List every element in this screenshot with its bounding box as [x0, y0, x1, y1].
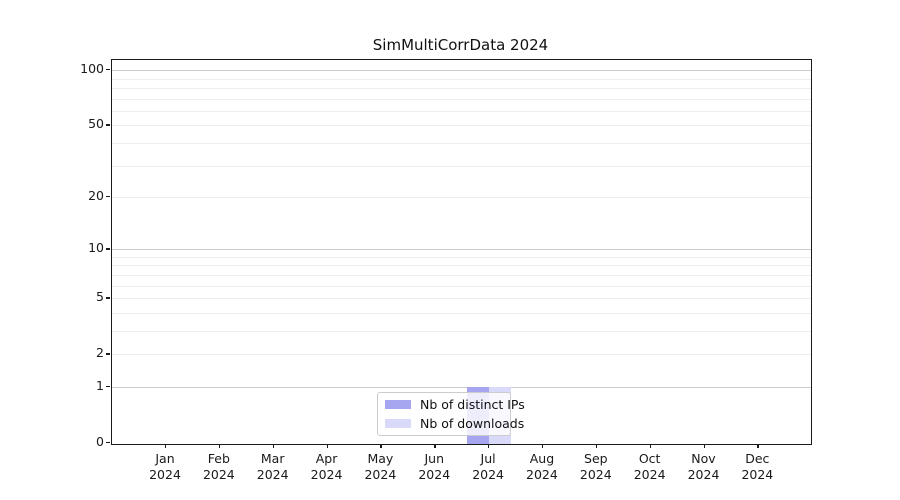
x-tick-mark — [380, 444, 382, 448]
legend-swatch-downloads-icon — [385, 418, 411, 428]
y-tick-label: 2 — [96, 345, 104, 361]
x-tick-mark — [326, 444, 328, 448]
chart-title: SimMultiCorrData 2024 — [372, 36, 549, 54]
legend-entry-downloads: Nb of downloads — [385, 416, 524, 432]
x-tick-mark — [595, 444, 598, 448]
y-tick-label: 100 — [80, 61, 104, 77]
gridline-minor — [112, 87, 811, 89]
y-tick-label: 5 — [96, 289, 104, 305]
x-tick-mark — [272, 444, 275, 448]
gridline-minor — [112, 330, 811, 332]
y-tick-label: 10 — [88, 240, 104, 256]
gridline-minor — [112, 78, 811, 80]
legend: Nb of distinct IPs Nb of downloads — [377, 392, 525, 436]
gridline-major — [112, 249, 811, 251]
y-tick-mark — [106, 248, 110, 250]
y-tick-mark — [106, 442, 110, 444]
legend-swatch-distinct-ips-icon — [385, 400, 411, 410]
y-tick-label: 1 — [96, 377, 104, 393]
gridline-minor — [112, 197, 811, 198]
gridline-minor — [112, 142, 811, 144]
x-tick-label: Nov 2024 — [687, 451, 720, 482]
x-tick-label: Jan 2024 — [149, 451, 181, 482]
y-tick-label: 20 — [88, 188, 104, 203]
x-tick-label: Sep 2024 — [579, 451, 612, 482]
x-tick-label: Feb 2024 — [202, 451, 235, 482]
legend-label-downloads: Nb of downloads — [420, 415, 525, 431]
y-tick-label: 50 — [88, 116, 104, 132]
x-tick-label: Dec 2024 — [741, 451, 774, 482]
gridline-minor — [112, 125, 811, 127]
plot-area — [111, 59, 812, 445]
legend-entry-distinct-ips: Nb of distinct IPs — [385, 397, 525, 413]
gridline-minor — [112, 110, 811, 112]
x-tick-label: May 2024 — [364, 451, 397, 482]
gridline-minor — [112, 265, 811, 267]
y-tick-mark — [106, 196, 110, 198]
y-tick-mark — [106, 297, 110, 299]
x-tick-label: Oct 2024 — [633, 451, 666, 482]
y-tick-label: 0 — [96, 434, 104, 449]
y-tick-mark — [106, 353, 110, 355]
gridline-minor — [112, 354, 811, 356]
legend-label-distinct-ips: Nb of distinct IPs — [420, 397, 525, 413]
x-tick-mark — [649, 444, 652, 448]
gridline-minor — [112, 274, 811, 276]
x-tick-mark — [165, 444, 167, 448]
x-tick-mark — [757, 444, 759, 448]
x-tick-mark — [218, 444, 221, 448]
x-tick-mark — [541, 444, 544, 448]
x-tick-label: Jun 2024 — [418, 451, 451, 482]
gridline-major — [112, 386, 811, 388]
x-tick-label: Jul 2024 — [472, 451, 504, 482]
y-tick-mark — [106, 124, 110, 126]
gridline-minor — [112, 298, 811, 300]
x-tick-label: Aug 2024 — [526, 451, 558, 482]
x-tick-mark — [434, 444, 436, 448]
x-tick-mark — [703, 444, 705, 448]
x-tick-mark — [488, 444, 490, 448]
gridline-minor — [112, 312, 811, 314]
gridline-minor — [112, 285, 811, 287]
x-tick-label: Apr 2024 — [310, 451, 343, 482]
gridline-major — [112, 70, 811, 72]
gridline-minor — [112, 98, 811, 100]
gridline-minor — [112, 165, 811, 167]
y-tick-mark — [106, 385, 110, 388]
gridline-minor — [112, 256, 811, 258]
y-tick-mark — [106, 69, 110, 71]
x-tick-label: Mar 2024 — [256, 451, 289, 482]
